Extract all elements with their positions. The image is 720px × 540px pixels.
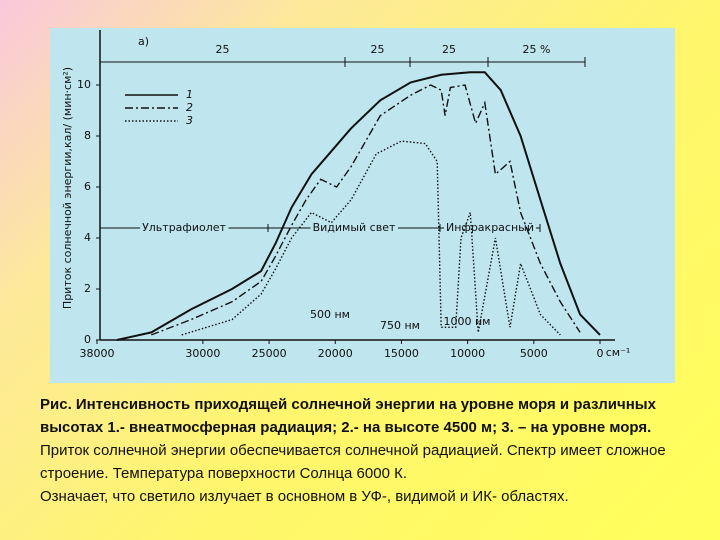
x-tick-label: 30000	[185, 347, 220, 360]
region-label-bg	[140, 221, 229, 234]
caption-line: Означает, что светило излучает в основно…	[40, 488, 569, 505]
y-tick-label: 2	[84, 282, 91, 295]
caption: Рис. Интенсивность приходящей солнечной …	[40, 393, 700, 508]
percent-label: 25	[216, 43, 230, 56]
x-tick-label: 0	[597, 347, 604, 360]
x-tick-label: 10000	[450, 347, 485, 360]
legend-label: 2	[186, 101, 193, 114]
region-label: Инфракрасный	[446, 221, 534, 234]
y-axis-label: Приток солнечной энергии,кал/ (мин·см²)	[61, 67, 74, 309]
wavelength-label: 750 нм	[380, 319, 420, 332]
wavelength-label: 1000 нм	[444, 315, 491, 328]
legend-label: 1	[186, 88, 193, 101]
x-tick-label: 20000	[318, 347, 353, 360]
series-line	[181, 140, 561, 336]
x-axis-label: см⁻¹	[606, 346, 631, 359]
caption-bold: Рис. Интенсивность приходящей солнечной …	[40, 396, 656, 436]
region-label: Ультрафиолет	[142, 221, 226, 234]
region-label: Видимый свет	[313, 221, 396, 234]
region-label-bg	[444, 221, 536, 234]
panel-label: а)	[138, 35, 149, 48]
series-line	[116, 71, 601, 341]
y-tick-label: 4	[84, 231, 91, 244]
percent-label: 25	[371, 43, 385, 56]
x-tick-label: 5000	[520, 347, 548, 360]
region-label-bg	[310, 221, 398, 234]
wavelength-label: 500 нм	[310, 308, 350, 321]
y-tick-label: 0	[84, 333, 91, 346]
x-tick-label: 38000	[80, 347, 115, 360]
y-tick-label: 6	[84, 180, 91, 193]
x-tick-label: 15000	[384, 347, 419, 360]
percent-label: 25	[442, 43, 456, 56]
x-tick-label: 25000	[252, 347, 287, 360]
y-tick-label: 10	[77, 78, 91, 91]
series-line	[151, 84, 581, 336]
percent-label: 25 %	[523, 43, 551, 56]
legend-label: 3	[186, 114, 193, 127]
y-tick-label: 8	[84, 129, 91, 142]
chart-panel	[50, 28, 675, 383]
caption-line: Приток солнечной энергии обеспечивается …	[40, 442, 666, 482]
